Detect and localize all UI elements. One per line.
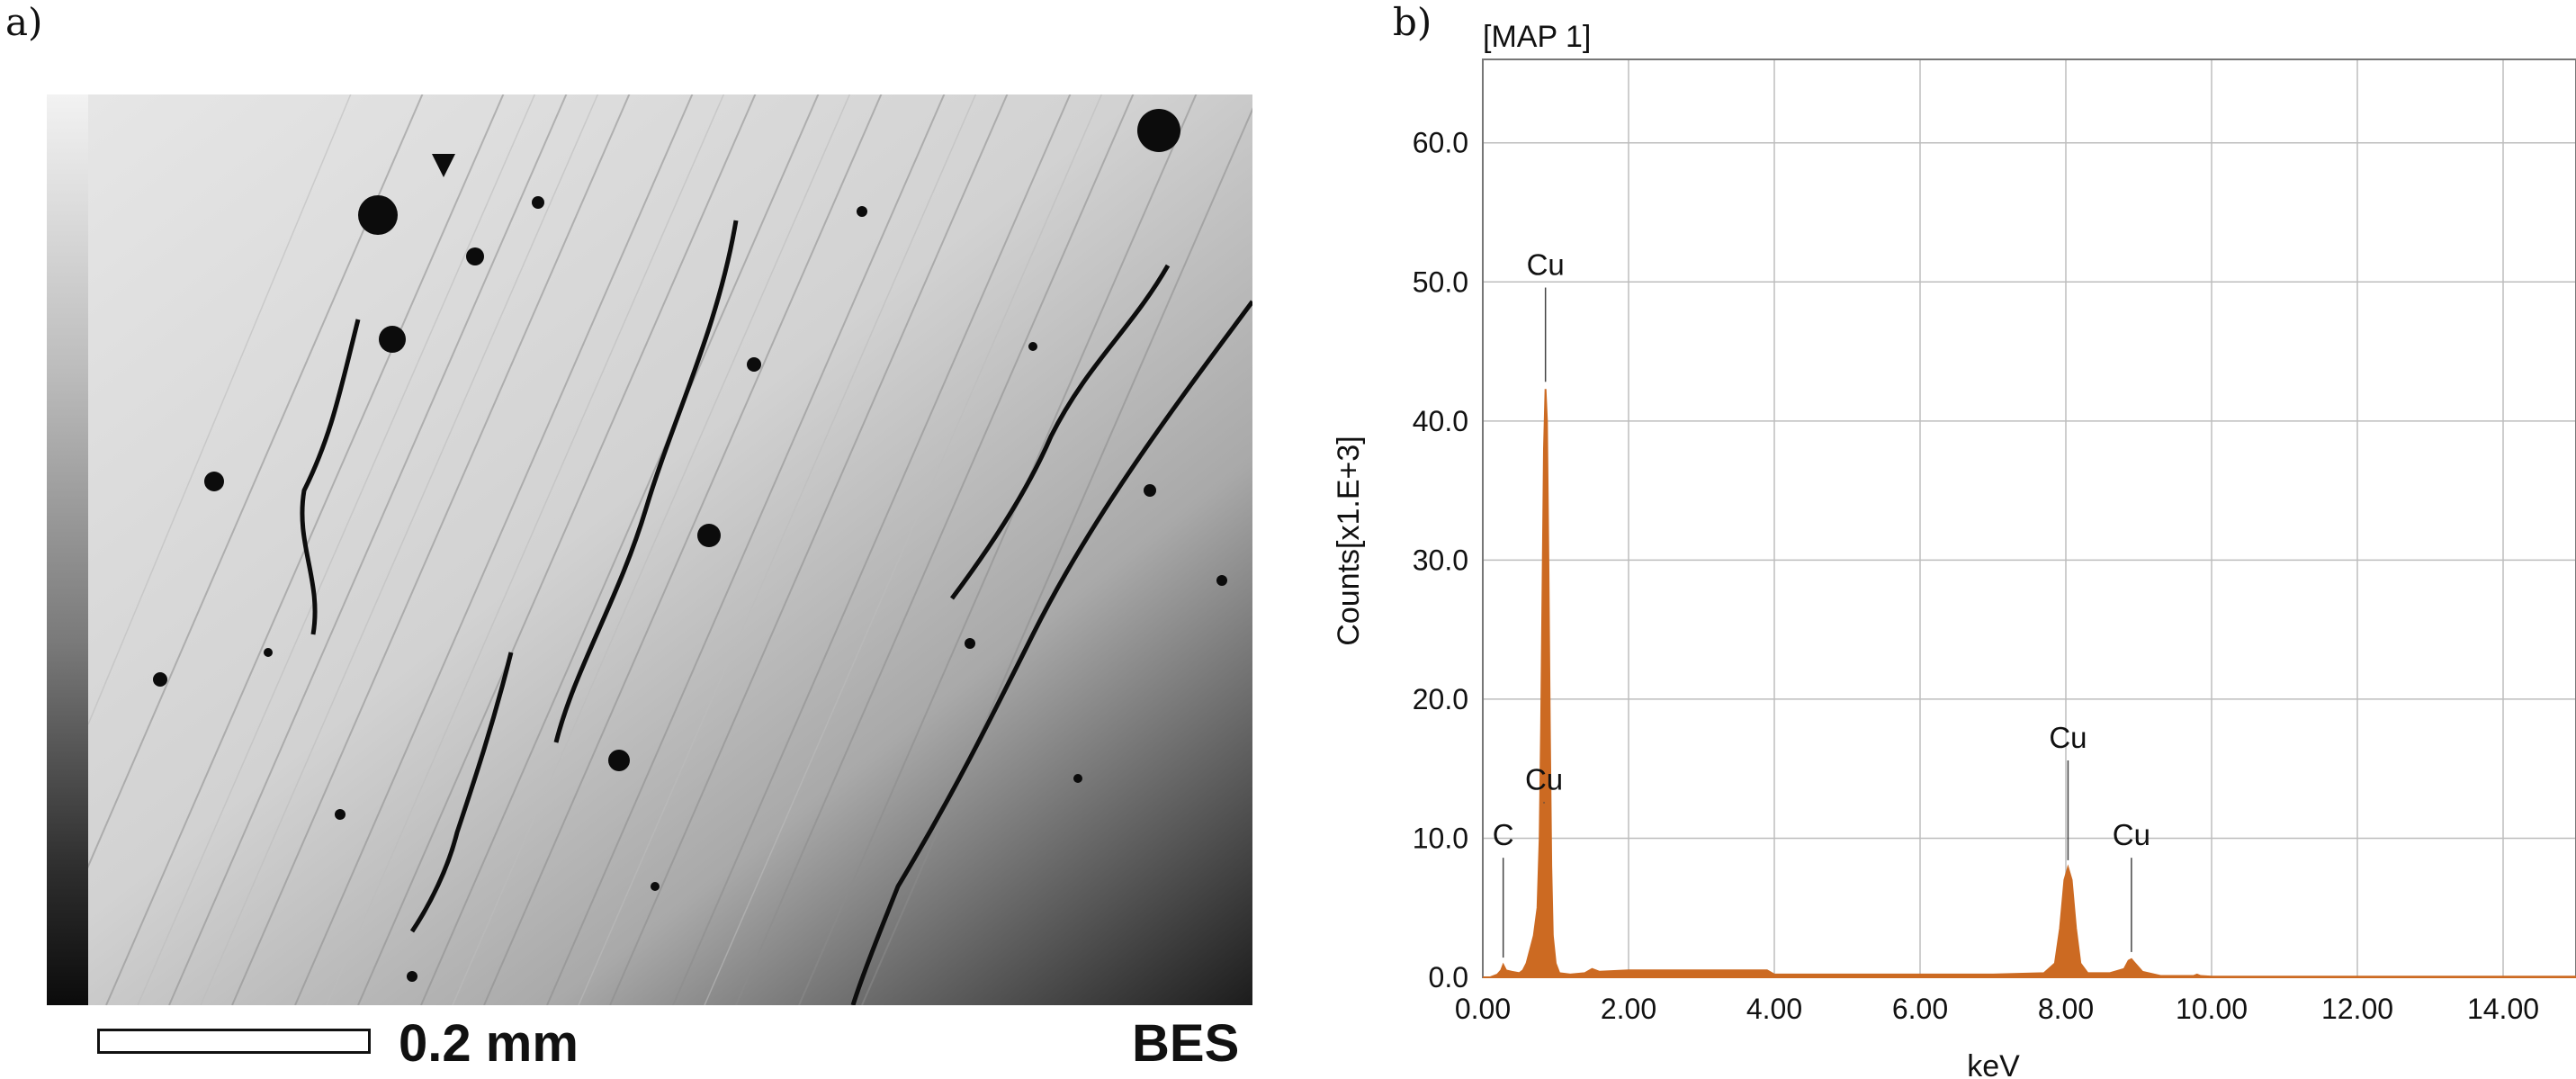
x-tick-label: 2.00 xyxy=(1601,993,1656,1025)
y-tick-label: 60.0 xyxy=(1413,127,1468,159)
y-axis-title: Counts[x1.E+3] xyxy=(1332,436,1366,645)
y-tick-label: 0.0 xyxy=(1429,961,1468,994)
sem-image xyxy=(88,94,1252,1005)
annotation-label-3: Cu xyxy=(2049,721,2087,754)
y-tick-label: 40.0 xyxy=(1413,405,1468,437)
scale-bar xyxy=(97,1029,371,1054)
y-axis-ticks: 0.0 10.0 20.0 30.0 40.0 50.0 60.0 xyxy=(1413,127,1468,994)
x-axis-title: keV xyxy=(1967,1049,2020,1079)
detector-label: BES xyxy=(1132,1014,1240,1073)
y-tick-label: 10.0 xyxy=(1413,822,1468,854)
y-tick-label: 30.0 xyxy=(1413,544,1468,576)
x-tick-label: 0.00 xyxy=(1455,993,1511,1025)
annotation-label-0: C xyxy=(1493,818,1514,851)
sem-micrograph-panel: 0.2 mm BES xyxy=(0,0,1260,1079)
peak-annotations: C Cu Cu Cu Cu xyxy=(1493,248,2150,958)
plot-frame xyxy=(1482,58,2576,978)
spectrum-area xyxy=(1483,389,2576,978)
x-tick-label: 10.00 xyxy=(2176,993,2248,1025)
x-tick-label: 14.00 xyxy=(2467,993,2539,1025)
panel-label-b: b) xyxy=(1393,0,1432,44)
x-tick-label: 8.00 xyxy=(2038,993,2094,1025)
grayscale-bar xyxy=(47,94,88,1005)
annotation-label-4: Cu xyxy=(2113,818,2150,851)
x-axis-ticks: 0.00 2.00 4.00 6.00 8.00 10.00 12.00 14.00 xyxy=(1455,993,2539,1025)
y-tick-label: 50.0 xyxy=(1413,265,1468,298)
x-tick-label: 12.00 xyxy=(2321,993,2393,1025)
chart-title: [MAP 1] xyxy=(1483,20,1591,54)
scale-bar-label: 0.2 mm xyxy=(399,1014,579,1073)
panel-label-a: a) xyxy=(5,0,43,44)
annotation-label-1: Cu xyxy=(1527,248,1565,282)
x-tick-label: 6.00 xyxy=(1892,993,1948,1025)
x-tick-label: 4.00 xyxy=(1746,993,1802,1025)
chart-grid xyxy=(1482,59,2576,978)
eds-spectrum-chart: [MAP 1] 0.00 2.00 4.00 6.00 8.00 10.00 12.00 14… xyxy=(1332,20,2576,1079)
y-tick-label: 20.0 xyxy=(1413,683,1468,715)
annotation-label-2: Cu xyxy=(1525,762,1563,796)
